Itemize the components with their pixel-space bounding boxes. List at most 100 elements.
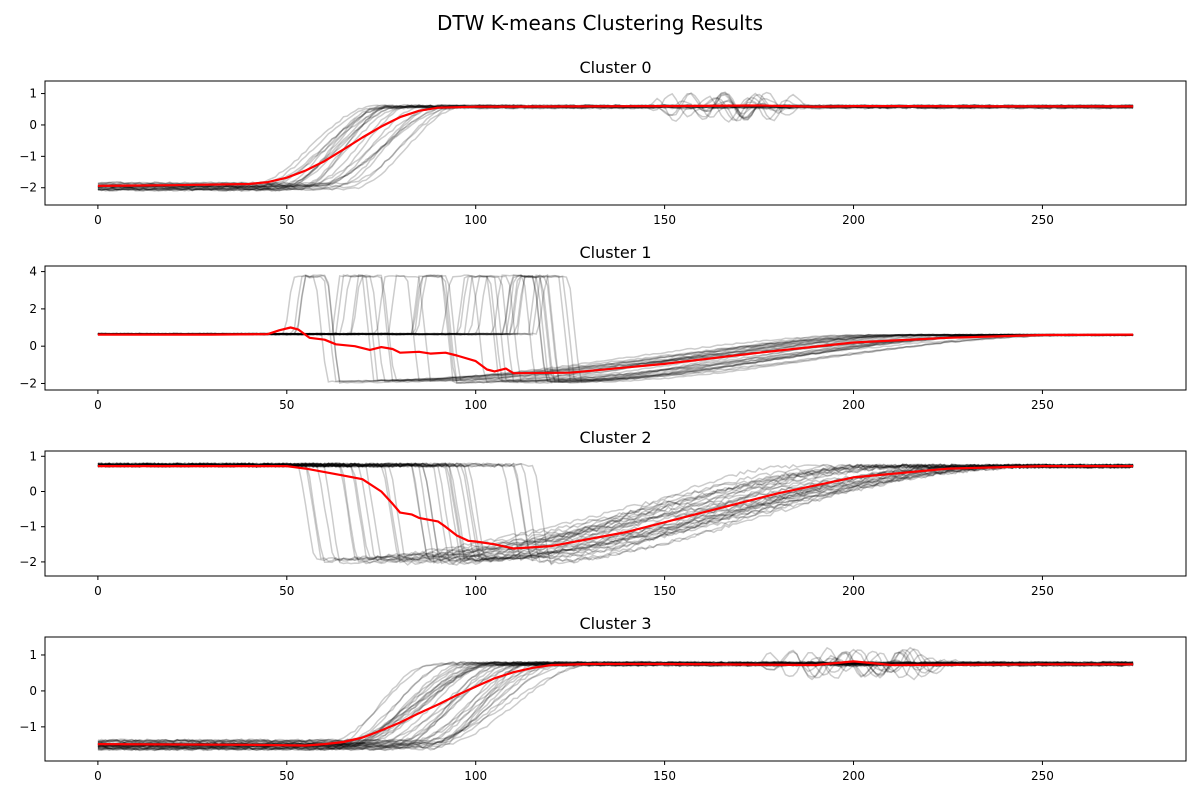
x-tick-label: 100 [464,584,487,598]
member-series-line [97,92,1134,192]
centroid-line [97,104,1134,187]
x-tick-label: 200 [842,213,865,227]
member-series-line [97,274,1134,384]
axes-frame [44,80,1187,206]
member-series-line [97,103,1134,189]
x-tick-label: 250 [1031,584,1054,598]
y-tick-label: 2 [29,302,37,316]
member-series-line [97,104,1134,191]
member-series-line [97,274,1134,384]
x-tick-label: 200 [842,769,865,783]
y-tick-label: 1 [29,87,37,101]
x-tick-label: 0 [94,584,102,598]
member-series-line [97,661,1134,748]
member-series-line [97,462,1134,562]
x-tick-label: 150 [653,584,676,598]
member-series-line [97,662,1134,746]
member-series-line [97,462,1134,562]
member-series-line [97,657,1134,743]
x-tick-label: 50 [279,769,294,783]
y-tick-label: 0 [29,684,37,698]
member-series-line [97,97,1134,192]
x-tick-label: 0 [94,213,102,227]
member-series-line [97,462,1134,562]
member-series-line [97,661,1134,751]
member-series-line [97,462,1134,566]
member-series-line [97,462,1134,562]
y-tick-label: 0 [29,339,37,353]
member-series-line [97,661,1134,748]
y-tick-label: −1 [19,520,37,534]
x-tick-label: 150 [653,213,676,227]
y-tick-label: −1 [19,149,37,163]
member-series-line [97,661,1134,749]
member-series-line [97,656,1134,747]
member-series-line [97,95,1134,189]
member-series-line [97,104,1134,191]
member-series-line [97,462,1134,563]
x-tick-label: 100 [464,398,487,412]
member-series-line [97,104,1134,189]
x-tick-label: 250 [1031,769,1054,783]
member-series-line [97,104,1134,189]
x-tick-label: 100 [464,213,487,227]
member-series-line [97,661,1134,751]
member-series-line [97,660,1134,747]
member-series-line [97,275,1134,382]
figure-title: DTW K-means Clustering Results [437,11,763,35]
member-series-line [97,660,1134,749]
member-series-line [97,661,1134,745]
member-series-line [97,662,1134,751]
centroid-line [97,465,1134,550]
member-series-line [97,661,1134,746]
subplot-cluster-3: Cluster 3 0 50 100 150 200 250 −1 0 1 [19,614,1187,783]
member-series-line [97,105,1134,191]
subplot-title: Cluster 1 [579,243,651,262]
x-tick-label: 0 [94,398,102,412]
y-tick-label: −2 [19,376,37,390]
member-series-line [97,462,1134,564]
member-series-line [97,104,1134,189]
y-tick-label: 4 [29,265,37,279]
member-series-line [97,104,1134,185]
member-series-line [97,462,1134,565]
member-series-line [97,662,1134,750]
member-series-line [97,656,1134,751]
member-series-group [97,273,1134,385]
centroid-line [97,660,1134,747]
centroid-line [97,326,1134,375]
axes-frame [44,636,1187,762]
member-series-line [97,92,1134,189]
member-series-line [97,462,1134,562]
y-tick-label: 1 [29,648,37,662]
x-tick-label: 200 [842,584,865,598]
member-series-line [97,652,1134,748]
member-series-line [97,462,1134,560]
member-series-line [97,462,1134,559]
subplot-cluster-0: Cluster 0 0 50 100 150 200 250 −2 −1 0 1 [19,58,1187,227]
y-tick-label: 1 [29,449,37,463]
x-tick-label: 150 [653,769,676,783]
member-series-line [97,652,1134,749]
axes-frame [44,265,1187,391]
member-series-group [97,462,1134,566]
member-series-line [97,649,1134,746]
member-series-line [97,662,1134,747]
member-series-line [97,104,1134,189]
member-series-line [97,660,1134,746]
member-series-line [97,462,1134,560]
member-series-line [97,104,1134,192]
x-tick-label: 250 [1031,213,1054,227]
member-series-line [97,651,1134,752]
x-tick-label: 100 [464,769,487,783]
member-series-line [97,99,1134,192]
member-series-line [97,661,1134,751]
x-tick-label: 0 [94,769,102,783]
member-series-line [97,660,1134,750]
member-series-line [97,462,1134,562]
x-tick-label: 50 [279,584,294,598]
member-series-line [97,660,1134,750]
member-series-line [97,660,1134,748]
